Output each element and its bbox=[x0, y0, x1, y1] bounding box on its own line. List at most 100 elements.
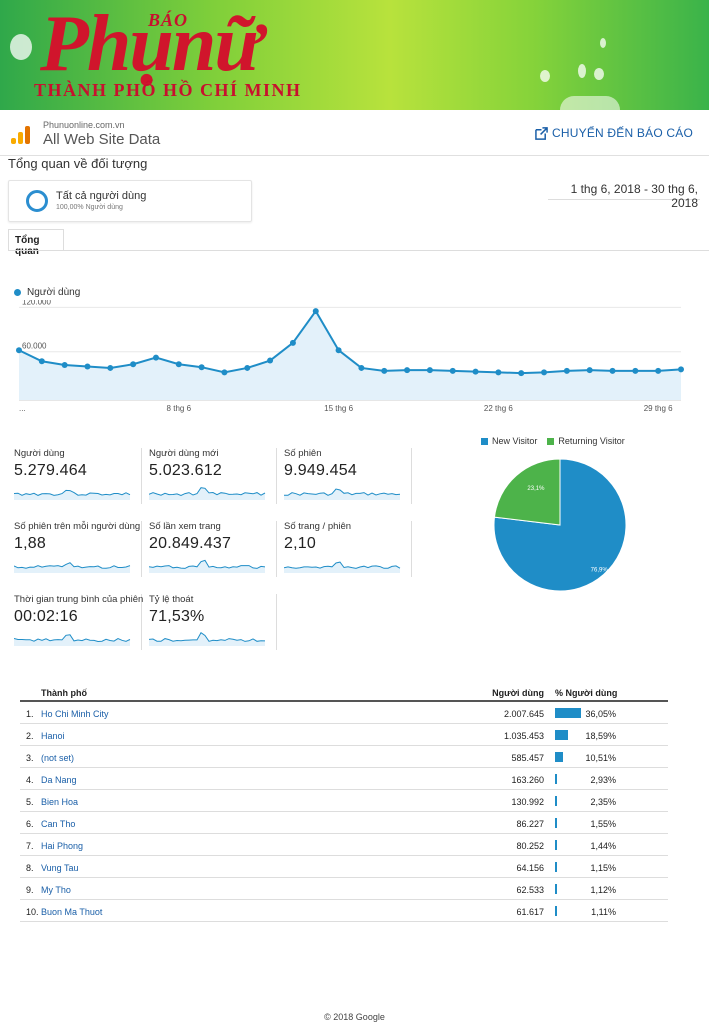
metric-card[interactable]: Thời gian trung bình của phiên 00:02:16 bbox=[14, 594, 143, 650]
metric-card[interactable]: Số phiên 9.949.454 bbox=[284, 448, 412, 504]
city-link[interactable]: Hanoi bbox=[41, 731, 65, 741]
metric-sparkline bbox=[284, 561, 401, 573]
row-users: 61.617 bbox=[516, 907, 544, 917]
data-point[interactable] bbox=[244, 364, 251, 371]
legend-dot-icon bbox=[14, 289, 21, 296]
data-point[interactable] bbox=[563, 367, 570, 374]
metric-value: 2,10 bbox=[284, 535, 316, 552]
metric-value: 00:02:16 bbox=[14, 608, 78, 625]
metric-label: Số lần xem trang bbox=[149, 521, 221, 532]
header-percent[interactable]: % Người dùng bbox=[555, 688, 618, 698]
city-link[interactable]: My Tho bbox=[41, 885, 71, 895]
pie-legend: New Visitor Returning Visitor bbox=[481, 436, 625, 446]
data-point[interactable] bbox=[335, 347, 342, 354]
row-percent: 1,44% bbox=[590, 841, 616, 851]
header-users[interactable]: Người dùng bbox=[492, 688, 544, 698]
metric-card[interactable]: Số lần xem trang 20.849.437 bbox=[149, 521, 277, 577]
header-city: Thành phố bbox=[41, 688, 87, 698]
metric-sparkline bbox=[14, 562, 131, 573]
line-chart-legend[interactable]: Người dùng bbox=[14, 287, 80, 298]
percent-bar bbox=[555, 840, 557, 850]
data-point[interactable] bbox=[130, 361, 137, 368]
data-point[interactable] bbox=[404, 367, 411, 374]
row-users: 80.252 bbox=[516, 841, 544, 851]
metric-card[interactable]: Người dùng 5.279.464 bbox=[14, 448, 142, 504]
data-point[interactable] bbox=[16, 347, 22, 354]
data-point[interactable] bbox=[38, 358, 45, 365]
visitor-pie-chart: 76,9% 23,1% bbox=[493, 458, 627, 592]
data-point[interactable] bbox=[518, 370, 525, 377]
view-name[interactable]: All Web Site Data bbox=[43, 131, 161, 148]
legend-label: Người dùng bbox=[27, 287, 81, 298]
data-point[interactable] bbox=[609, 367, 616, 374]
city-link[interactable]: Hai Phong bbox=[41, 841, 84, 851]
city-link[interactable]: Can Tho bbox=[41, 819, 76, 829]
city-link[interactable]: Ho Chi Minh City bbox=[41, 709, 109, 719]
metric-card[interactable]: Số trang / phiên 2,10 bbox=[284, 521, 412, 577]
city-link[interactable]: (not set) bbox=[41, 753, 75, 763]
city-link[interactable]: Da Nang bbox=[41, 775, 77, 785]
pie-slice[interactable] bbox=[493, 458, 627, 592]
legend-returning-visitor[interactable]: Returning Visitor bbox=[547, 436, 625, 446]
city-table: Thành phố Người dùng % Người dùng 1. Ho C… bbox=[20, 684, 668, 922]
percent-bar bbox=[555, 752, 563, 762]
data-point[interactable] bbox=[152, 354, 159, 361]
data-point[interactable] bbox=[449, 367, 456, 374]
data-point[interactable] bbox=[381, 367, 388, 374]
tab-overview[interactable]: Tổng quan bbox=[8, 229, 64, 257]
city-link[interactable]: Bien Hoa bbox=[41, 797, 79, 807]
metric-value: 9.949.454 bbox=[284, 462, 357, 479]
data-point[interactable] bbox=[61, 361, 68, 368]
newspaper-banner: Phụnữ BÁO THÀNH PHỐ HỒ CHÍ MINH bbox=[0, 0, 709, 110]
data-point[interactable] bbox=[678, 366, 684, 373]
metric-card[interactable]: Người dùng mới 5.023.612 bbox=[149, 448, 277, 504]
data-point[interactable] bbox=[107, 364, 114, 371]
go-to-report-link[interactable]: CHUYỂN ĐẾN BÁO CÁO bbox=[535, 126, 693, 140]
row-number: 8. bbox=[26, 863, 34, 873]
row-percent: 1,12% bbox=[590, 885, 616, 895]
pie-slice-label: 76,9% bbox=[591, 568, 609, 574]
metric-label: Số phiên trên mỗi người dùng bbox=[14, 521, 141, 532]
data-point[interactable] bbox=[632, 367, 639, 374]
table-row: 7. Hai Phong 80.252 1,44% bbox=[20, 834, 668, 856]
percent-bar bbox=[555, 884, 557, 894]
segment-percent: 100,00% Người dùng bbox=[56, 204, 123, 211]
row-users: 62.533 bbox=[516, 885, 544, 895]
data-point[interactable] bbox=[586, 367, 593, 374]
users-line-chart: 120.000 60.000... 8 thg 6 15 thg 6 22 thg 6 2… bbox=[16, 300, 684, 413]
city-link[interactable]: Buon Ma Thuot bbox=[41, 907, 103, 917]
table-row: 4. Da Nang 163.260 2,93% bbox=[20, 768, 668, 790]
x-tick-label: ... bbox=[19, 404, 26, 413]
data-point[interactable] bbox=[175, 361, 182, 368]
data-point[interactable] bbox=[221, 369, 228, 376]
table-row: 2. Hanoi 1.035.453 18,59% bbox=[20, 724, 668, 746]
pie-slice[interactable] bbox=[493, 458, 561, 526]
percent-bar bbox=[555, 862, 557, 872]
row-percent: 1,11% bbox=[591, 907, 616, 917]
data-point[interactable] bbox=[541, 369, 548, 376]
metric-value: 5.023.612 bbox=[149, 462, 222, 479]
metric-label: Số trang / phiên bbox=[284, 521, 352, 532]
page-title: Tổng quan về đối tượng bbox=[8, 156, 148, 171]
data-point[interactable] bbox=[655, 367, 662, 374]
row-users: 130.992 bbox=[511, 797, 544, 807]
legend-new-visitor[interactable]: New Visitor bbox=[481, 436, 537, 446]
data-point[interactable] bbox=[289, 339, 296, 346]
data-point[interactable] bbox=[472, 368, 479, 375]
metric-card[interactable]: Số phiên trên mỗi người dùng 1,88 bbox=[14, 521, 142, 577]
metric-card[interactable]: Tỷ lệ thoát 71,53% bbox=[149, 594, 277, 650]
data-point[interactable] bbox=[267, 357, 274, 364]
table-row: 9. My Tho 62.533 1,12% bbox=[20, 878, 668, 900]
data-point[interactable] bbox=[198, 364, 205, 371]
x-tick-label: 8 thg 6 bbox=[167, 404, 192, 413]
data-point[interactable] bbox=[358, 364, 365, 371]
data-point[interactable] bbox=[312, 308, 319, 315]
segment-card[interactable]: Tất cả người dùng 100,00% Người dùng bbox=[8, 180, 252, 222]
row-percent: 2,93% bbox=[590, 775, 616, 785]
data-point[interactable] bbox=[84, 363, 91, 370]
data-point[interactable] bbox=[426, 367, 433, 374]
data-point[interactable] bbox=[495, 369, 502, 376]
city-link[interactable]: Vung Tau bbox=[41, 863, 79, 873]
date-range-picker[interactable]: 1 thg 6, 2018 - 30 thg 6, 2018 bbox=[548, 180, 700, 210]
row-number: 7. bbox=[26, 841, 34, 851]
